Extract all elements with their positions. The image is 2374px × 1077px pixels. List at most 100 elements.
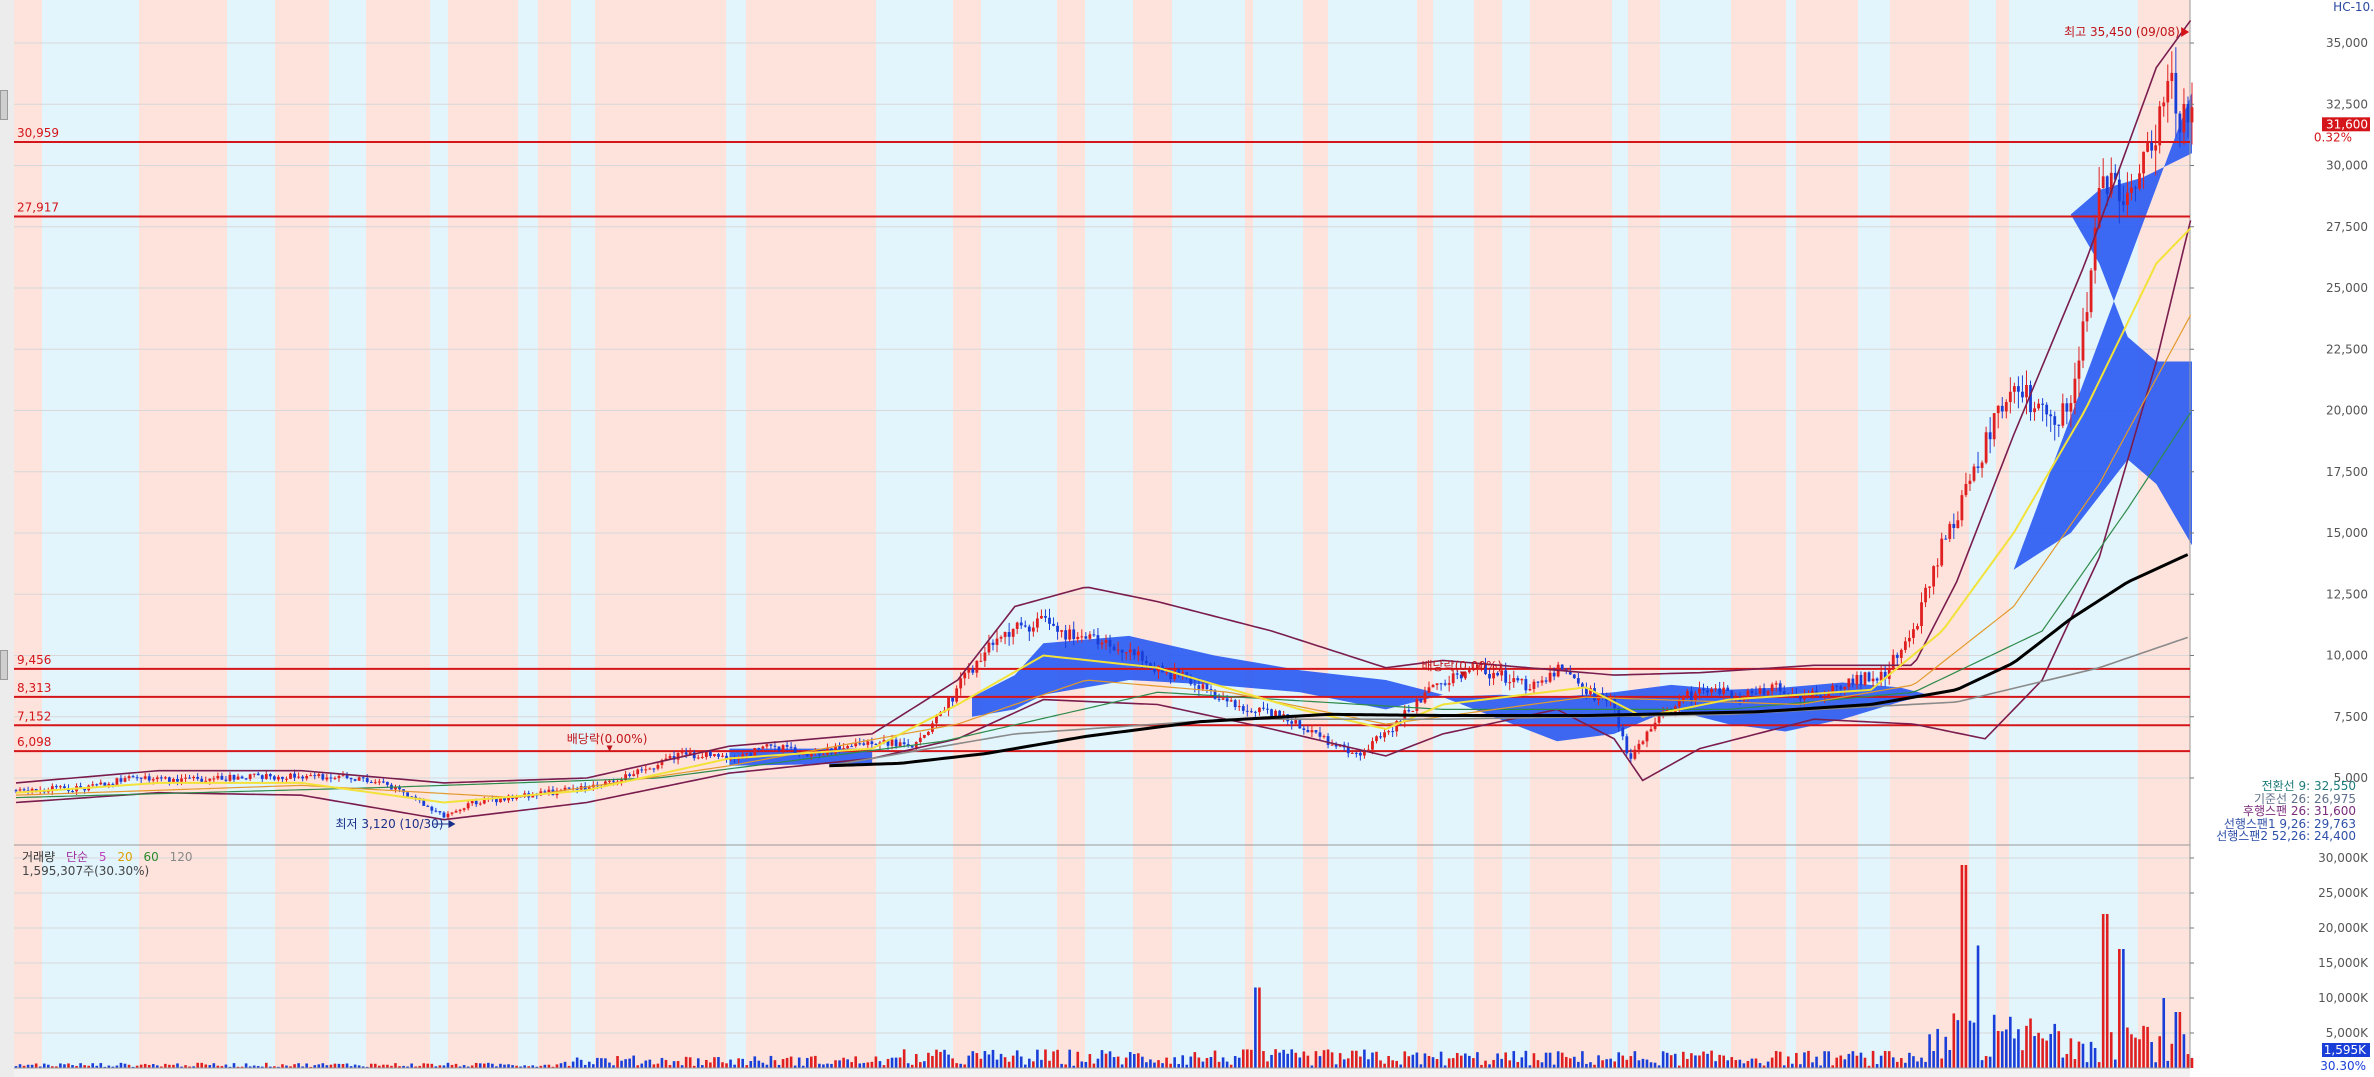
volume-bar [1241, 1049, 1245, 1068]
panel-resize-handle[interactable] [0, 90, 8, 120]
volume-bar [434, 1066, 438, 1068]
candle-body [139, 777, 143, 779]
candle-body [2170, 72, 2174, 82]
volume-bar [1056, 1049, 1059, 1068]
volume-bar [147, 1064, 151, 1068]
candle-body [967, 669, 971, 673]
candle-body [834, 745, 837, 754]
volume-bar [180, 1066, 183, 1068]
panel-resize-handle[interactable] [0, 650, 8, 680]
candle-body [119, 778, 123, 782]
volume-bar [442, 1065, 446, 1068]
volume-bar [1548, 1052, 1552, 1068]
shade-band [726, 0, 746, 1068]
volume-bar [1859, 1052, 1863, 1068]
candle-body [1128, 649, 1132, 653]
candle-body [394, 786, 397, 790]
candle-body [1532, 681, 1536, 689]
volume-bar [1560, 1052, 1564, 1068]
volume-bar [2113, 1059, 2117, 1068]
volume-bar [1028, 1058, 1031, 1068]
candle-body [717, 754, 720, 757]
candle-body [959, 678, 963, 689]
volume-bar [1431, 1057, 1435, 1068]
candle-body [749, 753, 753, 756]
candle-body [947, 697, 950, 711]
volume-bars [14, 865, 2194, 1068]
volume-bar [1379, 1060, 1382, 1068]
volume-bar [1879, 1055, 1883, 1068]
candle-body [1560, 664, 1564, 670]
shade-band [42, 0, 69, 1068]
volume-bar [1621, 1055, 1625, 1068]
volume-bar [1770, 1057, 1774, 1068]
volume-bar [1443, 1065, 1447, 1068]
candle-body [2178, 113, 2182, 133]
volume-bar [1363, 1049, 1366, 1068]
volume-bar [648, 1059, 652, 1068]
volume-bar [850, 1062, 853, 1068]
candle-body [224, 779, 228, 781]
volume-bar [737, 1058, 740, 1068]
candle-body [1504, 670, 1508, 683]
volume-bar [1250, 1049, 1253, 1068]
volume-bar [1807, 1050, 1810, 1068]
volume-bar [418, 1065, 422, 1068]
volume-bar [523, 1065, 526, 1068]
candle-body [874, 744, 878, 746]
volume-bar [1512, 1051, 1516, 1068]
volume-bar [1064, 1064, 1067, 1068]
ichimoku-legend-item: 전환선 9: 32,550 [2261, 779, 2356, 793]
volume-bar [2174, 1012, 2178, 1068]
volume-bar [1593, 1064, 1596, 1068]
volume-bar [1447, 1058, 1451, 1068]
candle-body [2109, 172, 2113, 194]
candle-body [2061, 403, 2065, 426]
volume-bar [2150, 1042, 2153, 1068]
volume-bar [265, 1062, 268, 1068]
candle-body [898, 742, 902, 747]
volume-bar [361, 1066, 365, 1068]
volume-bar [1625, 1059, 1629, 1068]
volume-bar [491, 1063, 494, 1068]
candle-body [188, 777, 191, 779]
candle-body [1326, 736, 1330, 745]
candle-body [260, 775, 264, 779]
volume-bar [604, 1058, 607, 1068]
volume-bar [224, 1064, 228, 1068]
volume-bar [769, 1055, 773, 1068]
volume-bar [200, 1062, 204, 1068]
candle-body [1104, 640, 1108, 643]
candle-body [79, 786, 82, 788]
volume-bar [172, 1064, 175, 1068]
volume-bar [1298, 1057, 1302, 1068]
volume-bar [1003, 1057, 1007, 1068]
volume-bar [890, 1057, 894, 1068]
shade-band [571, 0, 595, 1068]
candle-body [2000, 405, 2004, 412]
volume-bar [2097, 1062, 2101, 1068]
candle-body [1694, 693, 1697, 701]
shade-band [1474, 0, 1502, 1068]
volume-summary: 1,595,307주(30.30%) [22, 864, 150, 878]
volume-bar [1282, 1049, 1285, 1068]
shade-band [1322, 0, 1328, 1068]
shade-band [1172, 0, 1184, 1068]
shade-band [843, 0, 876, 1068]
volume-bar [902, 1049, 906, 1068]
candle-body [386, 781, 389, 785]
candle-body [1972, 466, 1976, 481]
candle-body [1395, 720, 1399, 732]
shade-band [1391, 0, 1417, 1068]
volume-bar [1694, 1055, 1697, 1068]
volume-bar [1867, 1065, 1871, 1068]
candle-body [1936, 565, 1940, 567]
candle-body [1689, 691, 1693, 701]
volume-bar [1665, 1052, 1669, 1068]
candle-body [1496, 672, 1500, 676]
price-axis-tick-label: 25,000 [2326, 281, 2368, 295]
shade-band [1003, 0, 1015, 1068]
volume-bar [127, 1064, 131, 1068]
volume-bar [1924, 1061, 1927, 1068]
